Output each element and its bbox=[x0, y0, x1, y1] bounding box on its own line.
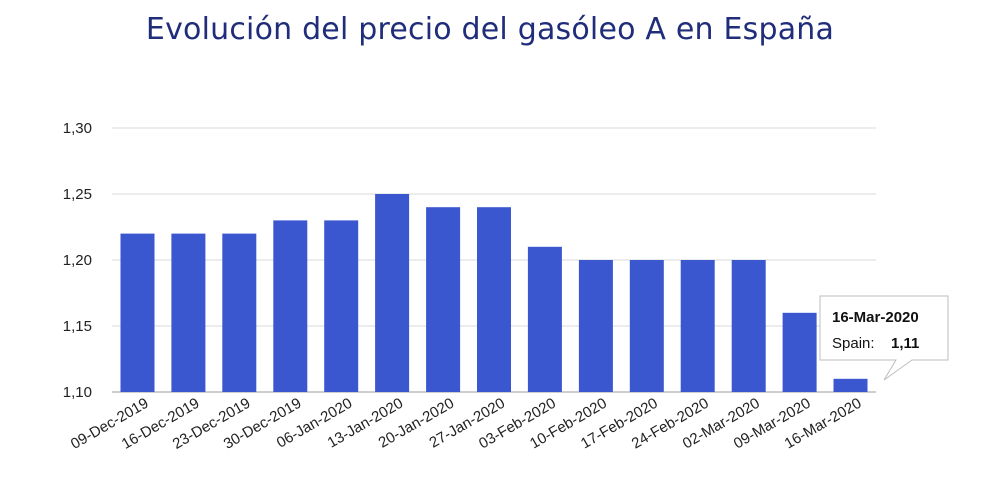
x-axis-ticks: 09-Dec-201916-Dec-201923-Dec-201930-Dec-… bbox=[68, 395, 865, 453]
bar-17-Feb-2020[interactable] bbox=[629, 260, 664, 392]
bar-09-Mar-2020[interactable] bbox=[782, 312, 817, 392]
tooltip-box bbox=[819, 295, 949, 381]
tooltip: 16-Mar-2020 Spain: 1,11 bbox=[819, 295, 949, 381]
bar-10-Feb-2020[interactable] bbox=[578, 260, 613, 392]
bar-16-Dec-2019[interactable] bbox=[171, 233, 206, 392]
bar-09-Dec-2019[interactable] bbox=[120, 233, 155, 392]
tooltip-title: 16-Mar-2020 bbox=[832, 309, 919, 326]
bar-03-Feb-2020[interactable] bbox=[527, 246, 562, 392]
bar-27-Jan-2020[interactable] bbox=[477, 207, 511, 392]
bar-16-Mar-2020[interactable] bbox=[833, 378, 868, 392]
bar-06-Jan-2020[interactable] bbox=[324, 220, 359, 392]
bar-23-Dec-2019[interactable] bbox=[222, 233, 257, 392]
y-tick-label: 1,15 bbox=[63, 318, 92, 335]
bar-13-Jan-2020[interactable] bbox=[375, 194, 410, 392]
y-tick-label: 1,20 bbox=[63, 252, 92, 269]
y-tick-label: 1,25 bbox=[63, 186, 92, 203]
bar-02-Mar-2020[interactable] bbox=[731, 260, 766, 392]
y-tick-label: 1,30 bbox=[63, 120, 92, 137]
bars bbox=[120, 194, 868, 392]
bar-30-Dec-2019[interactable] bbox=[273, 220, 308, 392]
bar-24-Feb-2020[interactable] bbox=[680, 260, 715, 392]
y-tick-label: 1,10 bbox=[63, 384, 92, 401]
bar-20-Jan-2020[interactable] bbox=[426, 207, 461, 392]
tooltip-value: 1,11 bbox=[891, 335, 919, 352]
tooltip-series-label: Spain: bbox=[832, 335, 875, 352]
chart-title: Evolución del precio del gasóleo A en Es… bbox=[145, 12, 835, 47]
y-axis-ticks: 1,10 1,15 1,20 1,25 1,30 bbox=[63, 120, 92, 401]
